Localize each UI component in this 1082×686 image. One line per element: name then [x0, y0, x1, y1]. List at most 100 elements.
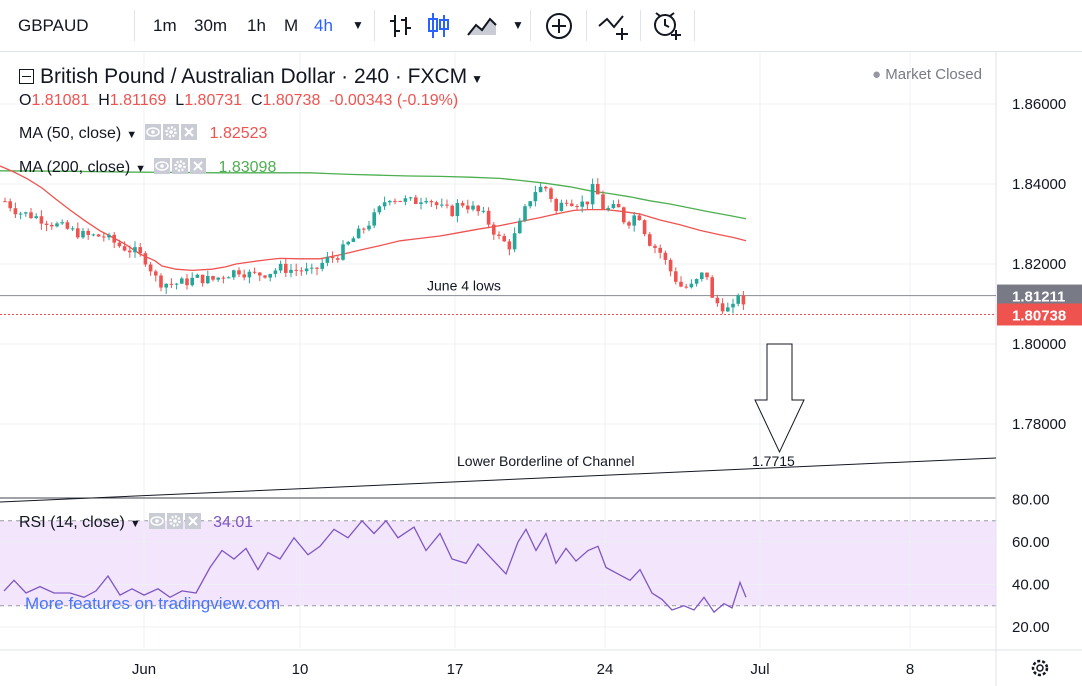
x-tick-label: 17	[447, 661, 464, 678]
candle-body	[341, 244, 345, 260]
candle-body	[180, 278, 184, 284]
candle-body	[13, 208, 18, 215]
close-value: 1.80738	[262, 92, 321, 109]
interval-m[interactable]: M	[284, 16, 299, 35]
settings-gear-icon[interactable]	[166, 513, 183, 529]
interval-30m[interactable]: 30m	[194, 16, 228, 35]
candle-body	[720, 303, 725, 312]
ma50-legend[interactable]: MA (50, close) ▼ 1.82523	[19, 124, 267, 143]
change-value: -0.00343 (-0.19%)	[329, 92, 459, 109]
candle-body	[559, 202, 564, 211]
candle-body	[455, 202, 460, 217]
candle-body	[284, 263, 288, 273]
visibility-eye-icon[interactable]	[154, 158, 171, 174]
candle-body	[247, 271, 252, 278]
price-tag-box	[997, 284, 1082, 307]
candle-body	[356, 228, 361, 239]
close-label: C	[250, 92, 263, 109]
candle-body	[29, 212, 33, 219]
candle-body	[429, 201, 434, 203]
candle-body	[694, 279, 699, 284]
visibility-eye-icon[interactable]	[148, 513, 165, 529]
rsi-legend[interactable]: RSI (14, close) ▼ 34.01	[19, 513, 253, 532]
x-tick-label: Jun	[132, 661, 156, 678]
chart-style-dropdown-icon[interactable]: ▼	[512, 18, 524, 32]
rsi-band	[0, 520, 996, 606]
candle-body	[252, 271, 257, 273]
ohlc-readout: O1.81081 H1.81169 L1.80731 C1.80738 -0.0…	[19, 92, 458, 110]
candle-body	[424, 201, 428, 203]
compare-symbol-icon[interactable]	[596, 10, 632, 42]
candle-body	[91, 234, 96, 236]
candle-body	[81, 230, 85, 238]
chart-area[interactable]: June 4 lows Lower Borderline of Channel 1.…	[0, 52, 1082, 686]
candle-body	[310, 267, 314, 269]
candle-body	[258, 272, 262, 276]
symbol-search[interactable]: GBPAUD	[18, 16, 89, 35]
candle-body	[200, 274, 205, 284]
candle-body	[507, 241, 512, 250]
candle-body	[24, 212, 28, 214]
ma50-dropdown-icon[interactable]: ▼	[126, 129, 138, 141]
x-tick-label: 10	[292, 661, 309, 678]
ma50-label: MA (50, close)	[19, 125, 122, 142]
ma200-dropdown-icon[interactable]: ▼	[135, 163, 147, 175]
candle-body	[497, 234, 501, 236]
candle-body	[159, 275, 163, 288]
symbol-title: British Pound / Australian Dollar · 240 …	[40, 65, 468, 88]
interval-1h[interactable]: 1h	[247, 16, 266, 35]
candle-body	[221, 277, 226, 279]
y-tick-label: 1.86000	[1012, 96, 1066, 113]
alert-clock-icon[interactable]	[650, 8, 684, 42]
interval-4h[interactable]: 4h	[314, 16, 333, 35]
candle-body	[336, 258, 340, 260]
ma200-line	[0, 170, 747, 220]
settings-gear-icon[interactable]	[172, 158, 189, 174]
low-label: L	[175, 92, 185, 109]
rsi-dropdown-icon[interactable]: ▼	[129, 518, 141, 530]
add-indicator-icon[interactable]	[544, 11, 574, 41]
candle-body	[96, 234, 101, 237]
candle-body	[55, 223, 59, 227]
ma200-legend[interactable]: MA (200, close) ▼ 1.83098	[19, 158, 276, 177]
candle-body	[632, 215, 636, 226]
candle-body	[408, 197, 413, 199]
toolbar: GBPAUD 1m 30m 1h M 4h ▼ ▼	[0, 0, 1082, 52]
candle-body	[263, 275, 267, 278]
candles-style-icon[interactable]	[426, 11, 452, 41]
candle-body	[518, 220, 522, 234]
candle-body	[564, 202, 569, 204]
remove-close-icon[interactable]	[181, 124, 198, 140]
candle-body	[268, 273, 272, 278]
candle-body	[705, 272, 709, 278]
market-status: ● Market Closed	[872, 66, 982, 83]
bar-style-icon[interactable]	[388, 12, 414, 40]
exchange-dropdown-icon[interactable]: ▼	[471, 72, 484, 86]
channel-label: Lower Borderline of Channel	[457, 453, 634, 469]
rsi-value: 34.01	[213, 514, 254, 531]
settings-gear-icon[interactable]	[163, 124, 180, 140]
chart-settings-gear-icon[interactable]	[1031, 659, 1049, 677]
candle-body	[523, 206, 527, 221]
candle-body	[242, 274, 246, 278]
candle-body	[653, 245, 657, 248]
candle-body	[122, 246, 127, 251]
price-tag-box	[997, 303, 1082, 326]
candle-body	[346, 241, 350, 245]
price-tag-label: 1.81211	[1012, 289, 1065, 306]
collapse-legend-icon[interactable]	[19, 69, 34, 84]
open-value: 1.81081	[31, 92, 90, 109]
remove-close-icon[interactable]	[184, 513, 201, 529]
candle-body	[393, 200, 397, 202]
area-style-icon[interactable]	[466, 13, 498, 39]
interval-1m[interactable]: 1m	[153, 16, 177, 35]
candle-body	[206, 276, 210, 284]
candle-body	[237, 270, 241, 275]
candle-body	[138, 247, 142, 254]
remove-close-icon[interactable]	[190, 158, 207, 174]
interval-dropdown-icon[interactable]: ▼	[352, 18, 364, 32]
candle-body	[362, 228, 366, 230]
visibility-eye-icon[interactable]	[145, 124, 162, 140]
tradingview-watermark[interactable]: More features on tradingview.com	[25, 594, 281, 613]
candle-body	[590, 184, 595, 205]
